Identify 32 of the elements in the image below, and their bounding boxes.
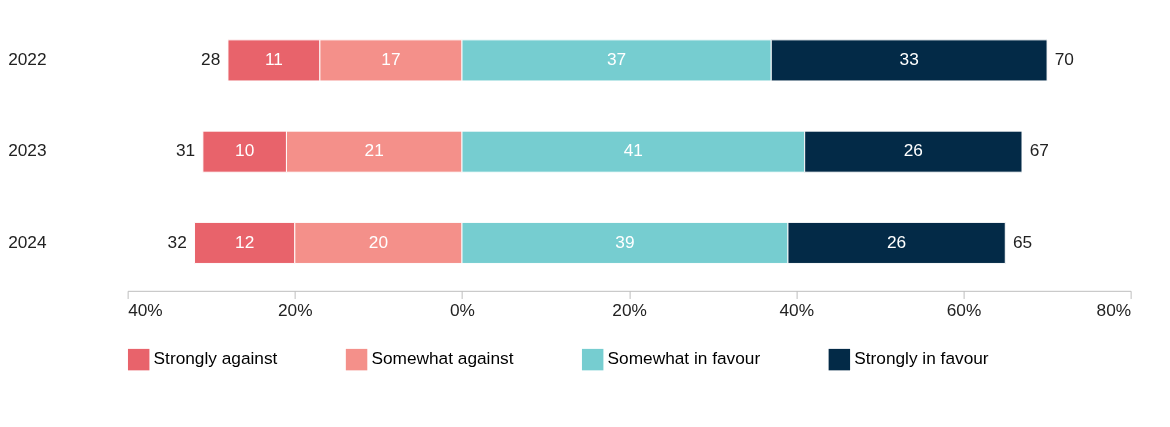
legend-label: Strongly against [153, 348, 278, 369]
annotation: 65 [1012, 231, 1033, 252]
x-tick-label: 40% [128, 300, 163, 321]
data-label: 26 [903, 140, 923, 161]
x-tick-label: 0% [449, 300, 475, 321]
y-tick-label: 2024 [8, 231, 47, 252]
y-tick-label: 2022 [8, 49, 47, 70]
x-tick-label: 80% [1096, 300, 1132, 321]
legend-label: Somewhat against [371, 348, 514, 369]
data-label: 10 [235, 140, 255, 161]
x-tick-label: 20% [612, 300, 647, 321]
annotation: 32 [167, 231, 187, 252]
data-label: 21 [364, 140, 384, 161]
legend-label: Somewhat in favour [607, 348, 761, 369]
x-tick-label: 40% [779, 300, 815, 321]
data-label: 26 [887, 231, 907, 252]
x-tick-label: 60% [946, 300, 982, 321]
data-label: 39 [615, 231, 635, 252]
annotation: 70 [1054, 49, 1074, 70]
annotation: 67 [1029, 140, 1049, 161]
annotation: 28 [201, 49, 221, 70]
x-tick-label: 20% [278, 300, 313, 321]
data-label: 41 [623, 140, 643, 161]
data-label: 33 [899, 49, 919, 70]
legend-label: Strongly in favour [854, 348, 989, 369]
data-label: 11 [264, 49, 283, 70]
annotation: 31 [175, 140, 196, 161]
data-label: 12 [235, 231, 255, 252]
y-tick-label: 2023 [8, 140, 47, 161]
data-label: 17 [381, 49, 401, 70]
data-label: 20 [368, 231, 389, 252]
data-label: 37 [607, 49, 627, 70]
